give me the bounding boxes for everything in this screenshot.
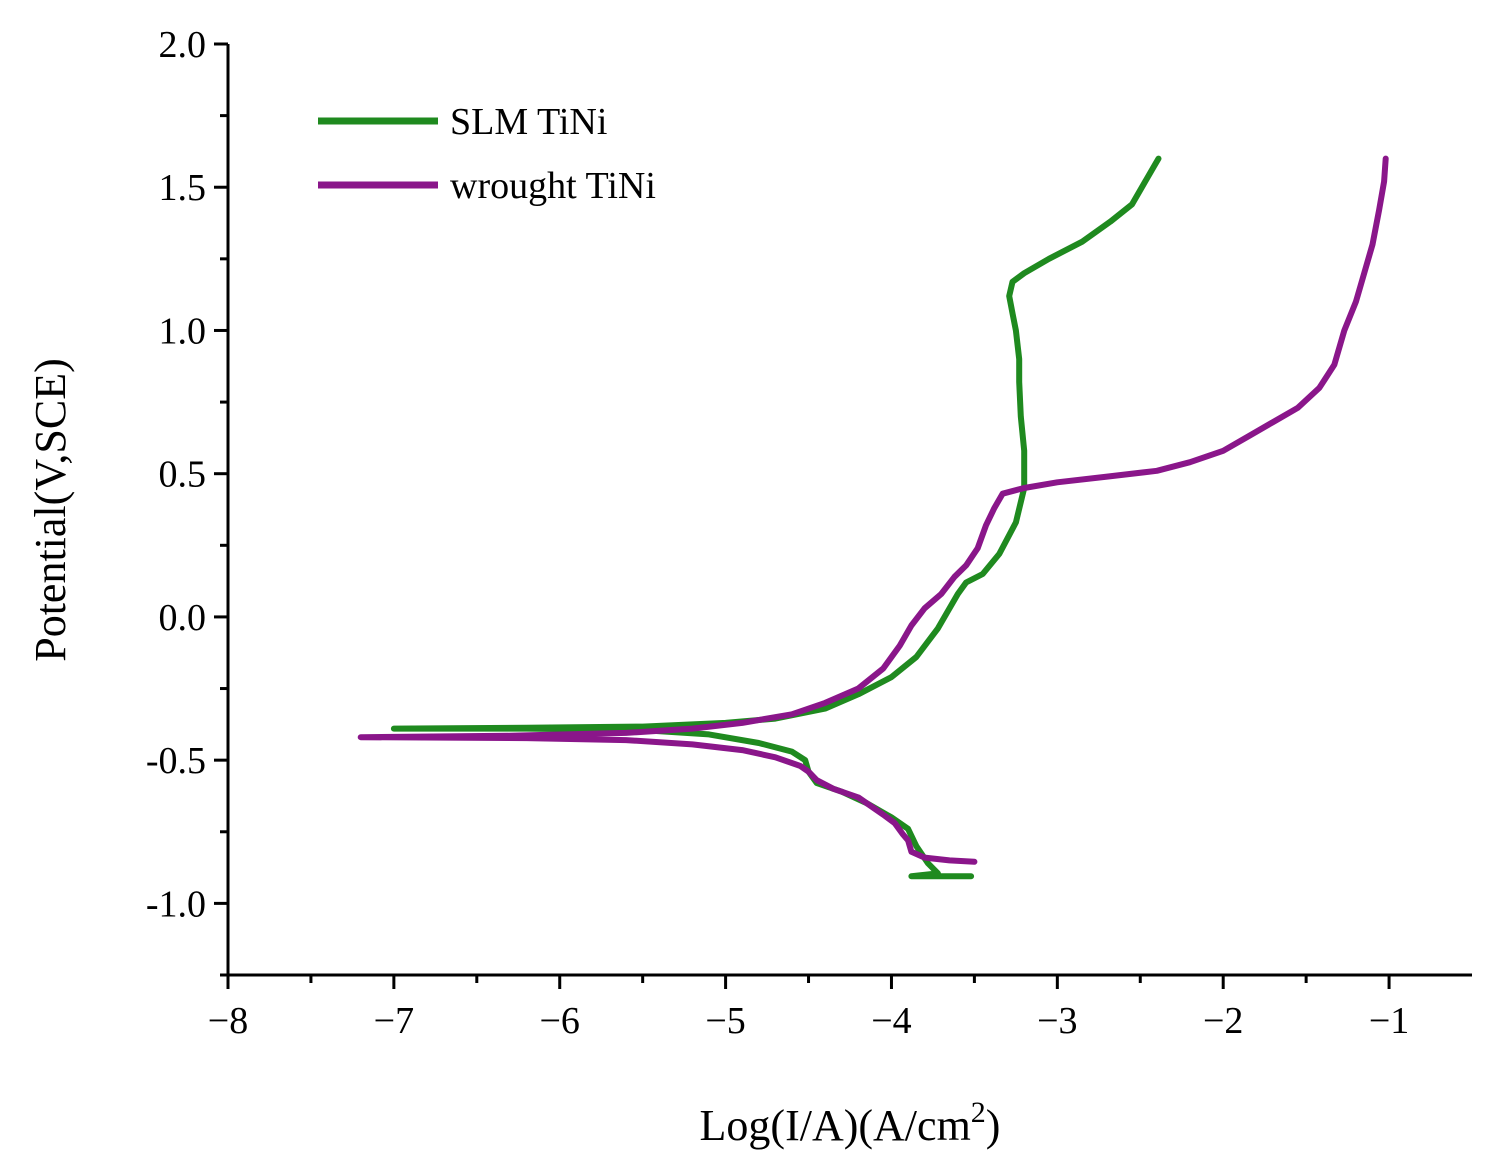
y-axis-title: Potential(V,SCE) (26, 358, 75, 662)
y-tick-label: 0.5 (159, 454, 207, 496)
y-tick-label: -1.0 (146, 883, 206, 925)
y-tick-label: 0.0 (159, 597, 207, 639)
legend: SLM TiNi wrought TiNi (318, 101, 656, 207)
x-axis-title-end: ) (986, 1101, 1001, 1150)
x-tick-label: −1 (1369, 1000, 1409, 1042)
y-tick-label: 2.0 (159, 24, 207, 66)
y-tick-label: -0.5 (146, 740, 206, 782)
x-tick-label: −5 (705, 1000, 745, 1042)
x-tick-label: −7 (374, 1000, 414, 1042)
legend-label: SLM TiNi (450, 101, 607, 143)
x-tick-label: −6 (540, 1000, 580, 1042)
x-tick-label: −4 (871, 1000, 911, 1042)
x-axis-title-main: Log(I/A)(A/cm (700, 1101, 971, 1150)
tick-layer: −8 −7 −6 −5 −4 −3 −2 −1 -1.0 -0.5 0.0 0.5 1.0 1.5 2.0 (146, 24, 1409, 1042)
x-tick-label: −2 (1203, 1000, 1243, 1042)
series-layer (357, 155, 1389, 880)
x-axis-title: Log(I/A)(A/cm2) (700, 1096, 1001, 1150)
x-tick-label: −8 (208, 1000, 248, 1042)
series-line-slm-tini (390, 155, 1162, 880)
y-tick-label: 1.0 (159, 310, 207, 352)
x-axis-title-sup: 2 (971, 1096, 986, 1129)
x-tick-label: −3 (1037, 1000, 1077, 1042)
legend-label: wrought TiNi (450, 165, 656, 207)
y-tick-label: 1.5 (159, 167, 207, 209)
series-line-wrought-tini (357, 155, 1389, 865)
